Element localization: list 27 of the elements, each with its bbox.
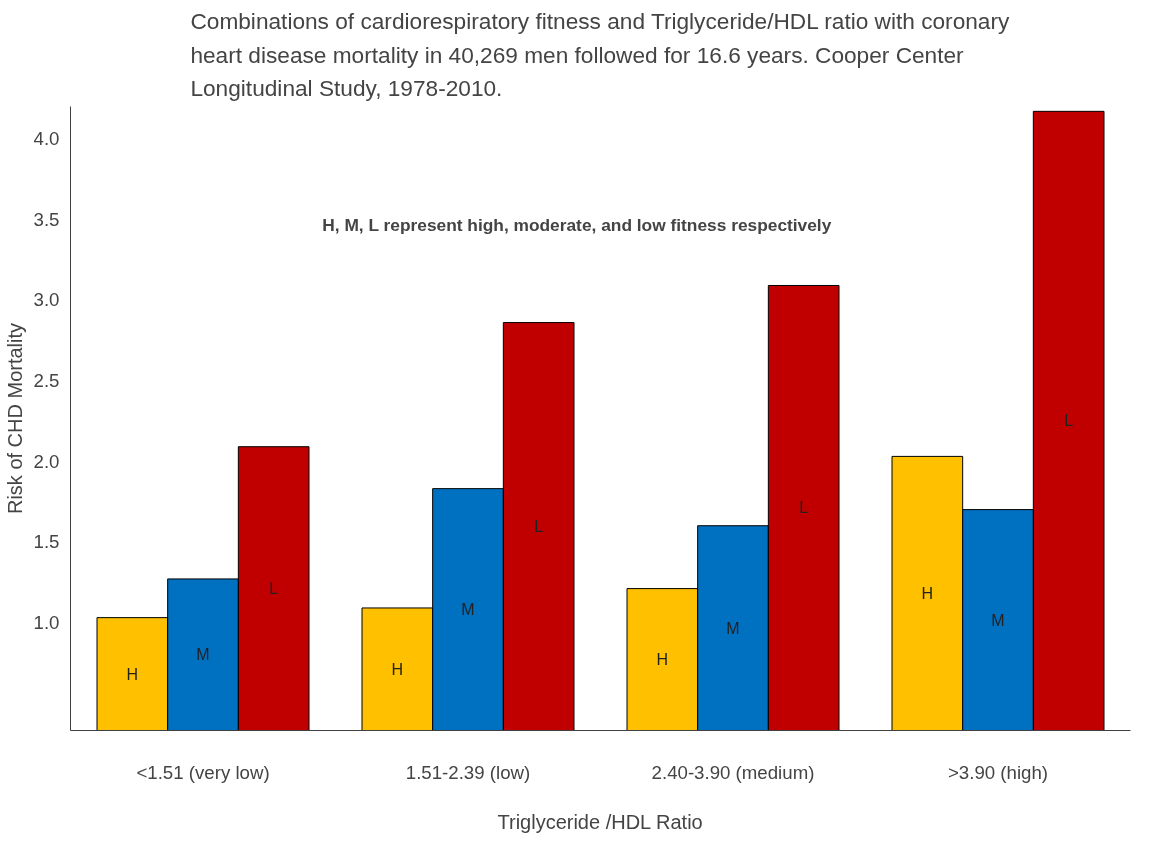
chart-title: Combinations of cardiorespiratory fitness and Triglyceride/HDL ratio with coronary heart disease mortality in 40,269 men followed for 16.6 years. Cooper Center Longitudinal Study, 1978-2010. (190, 7, 1010, 102)
data-label: M (461, 601, 475, 619)
y-tick-label: 2.0 (33, 450, 60, 472)
y-axis-title: Risk of CHD Mortality (3, 322, 26, 515)
x-tick-label: <1.51 (very low) (136, 761, 270, 783)
y-tick-label: 4.0 (33, 128, 60, 150)
data-label: L (269, 580, 279, 598)
y-tick-label: 3.5 (33, 208, 60, 230)
data-label: H (126, 665, 139, 683)
y-tick-label: 1.5 (33, 531, 60, 553)
data-label: H (391, 660, 404, 678)
y-tick-label: 2.5 (33, 370, 60, 392)
data-label: M (196, 646, 210, 664)
data-label: H (921, 584, 934, 602)
x-tick-label: 1.51-2.39 (low) (405, 761, 531, 783)
y-tick-label: 1.0 (33, 611, 60, 633)
data-label: M (726, 619, 740, 637)
data-label: L (799, 499, 809, 517)
x-tick-label: 2.40-3.90 (medium) (651, 761, 815, 783)
data-label: L (1064, 412, 1074, 430)
x-axis-title: Triglyceride /HDL Ratio (497, 810, 703, 833)
x-tick-label: >3.90 (high) (947, 761, 1049, 783)
data-label: H (656, 651, 669, 669)
annotation: H, M, L represent high, moderate, and low fitness respectively (322, 215, 832, 236)
y-tick-label: 3.0 (33, 289, 60, 311)
data-label: L (534, 518, 544, 536)
data-label: M (991, 611, 1005, 629)
